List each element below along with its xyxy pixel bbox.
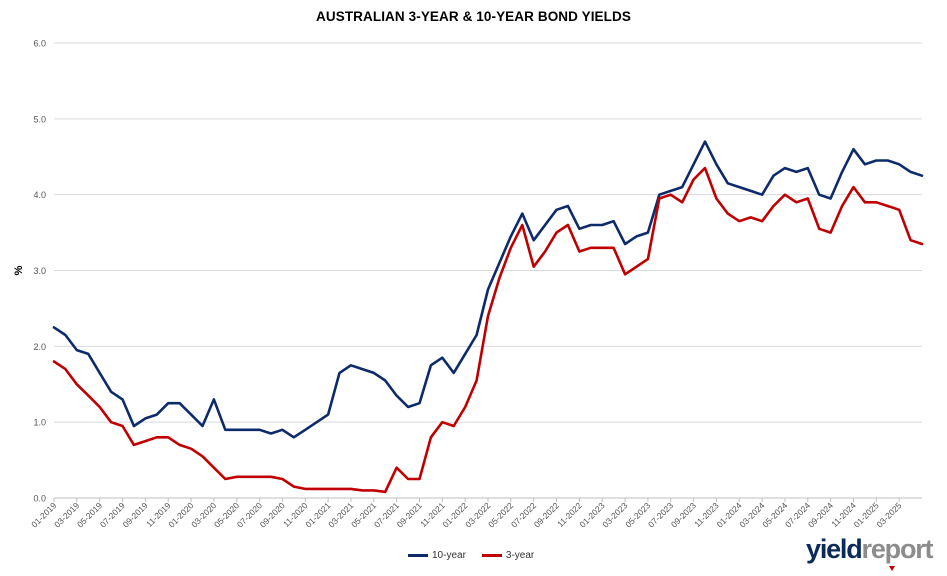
x-tick-label: 09-2024: [806, 500, 835, 529]
y-tick-label: 1.0: [33, 418, 46, 428]
chart-title: AUSTRALIAN 3-YEAR & 10-YEAR BOND YIELDS: [316, 9, 631, 24]
legend-item-10-year: 10-year: [408, 550, 466, 561]
x-tick-label: 09-2022: [532, 500, 561, 529]
legend-label-3-year: 3-year: [505, 550, 535, 561]
x-tick-label: 03-2025: [874, 500, 903, 529]
series-line-10-year: [52, 140, 924, 439]
gridlines: [54, 42, 922, 499]
series-lines: [52, 140, 924, 494]
y-axis-label: %: [13, 265, 25, 275]
x-axis-ticks: 01-201903-201905-201907-201909-201911-20…: [29, 498, 904, 529]
x-tick-label: 09-2021: [395, 500, 424, 529]
y-tick-label: 5.0: [33, 114, 46, 124]
legend-swatch-3-year: [481, 554, 502, 557]
legend-item-3-year: 3-year: [481, 550, 535, 561]
logo-part-report: report: [861, 534, 934, 564]
legend: 10-year 3-year: [408, 550, 534, 561]
y-tick-label: 0.0: [33, 494, 46, 504]
yieldreport-logo: yieldreport: [806, 534, 934, 564]
y-tick-label: 2.0: [33, 342, 46, 352]
x-tick-label: 09-2020: [258, 500, 287, 529]
y-tick-label: 4.0: [33, 190, 46, 200]
logo-part-yield: yield: [806, 534, 863, 564]
legend-label-10-year: 10-year: [432, 550, 466, 561]
x-tick-label: 09-2019: [121, 500, 150, 529]
y-axis-ticks: 0.0 1.0 2.0 3.0 4.0 5.0 6.0: [33, 39, 46, 504]
x-tick-label: 09-2023: [669, 500, 698, 529]
logo-accent-mark: [889, 566, 895, 571]
y-tick-label: 3.0: [33, 266, 46, 276]
series-line-3-year: [52, 166, 924, 494]
y-tick-label: 6.0: [33, 39, 46, 49]
legend-swatch-10-year: [408, 554, 428, 557]
